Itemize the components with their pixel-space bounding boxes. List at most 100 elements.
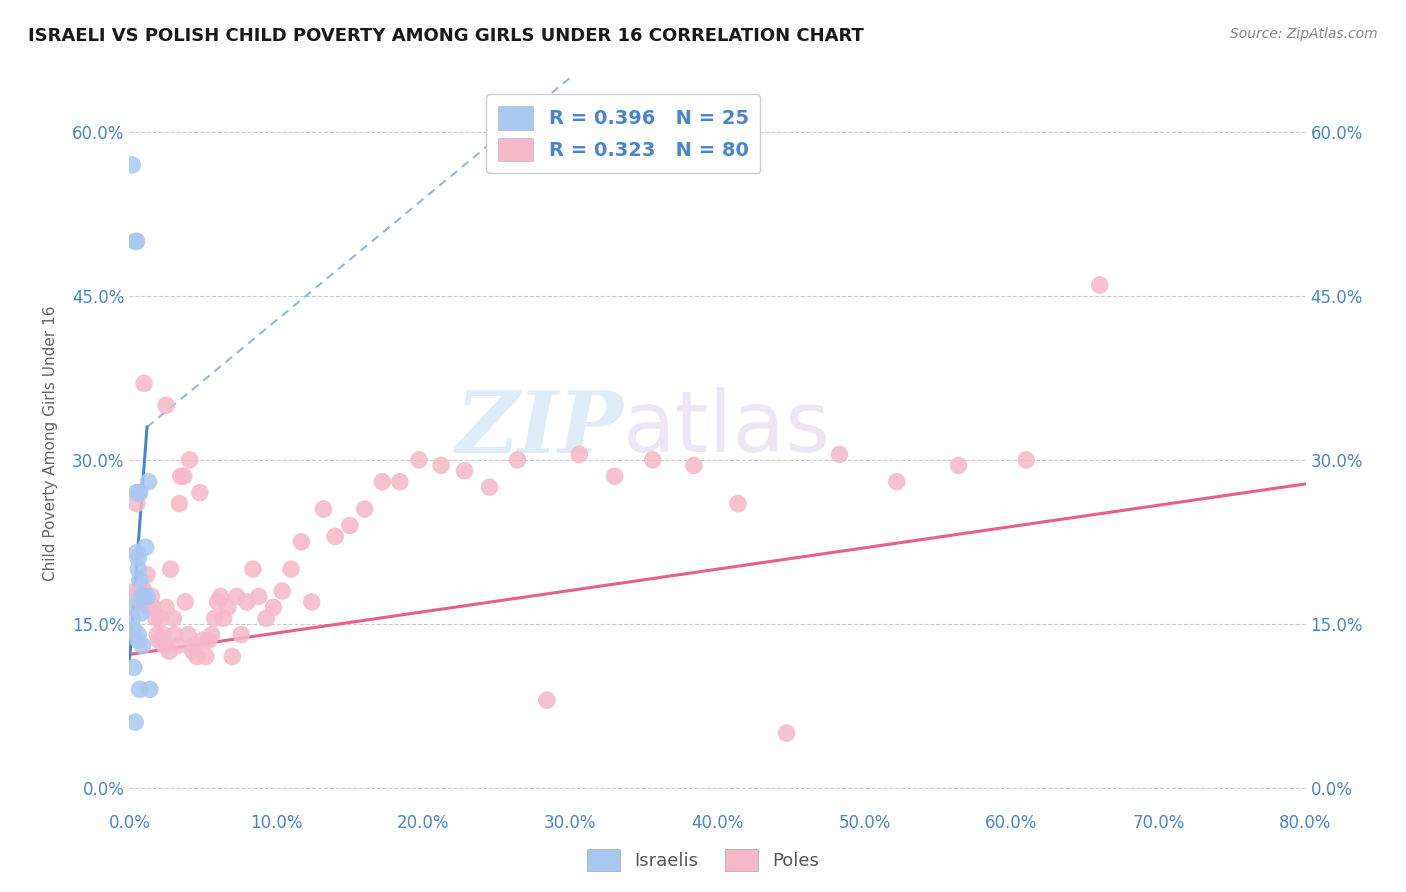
Point — [127, 628, 149, 642]
Point — [194, 649, 217, 664]
Point — [280, 562, 302, 576]
Point — [727, 497, 749, 511]
Point — [131, 595, 153, 609]
Point — [129, 590, 152, 604]
Point — [141, 590, 163, 604]
Point — [430, 458, 453, 473]
Point — [125, 235, 148, 249]
Point — [388, 475, 411, 489]
Point — [221, 649, 243, 664]
Point — [136, 590, 159, 604]
Point — [136, 567, 159, 582]
Point — [186, 649, 208, 664]
Point — [125, 546, 148, 560]
Point — [121, 158, 143, 172]
Point — [225, 590, 247, 604]
Point — [153, 639, 176, 653]
Point — [201, 628, 224, 642]
Point — [323, 529, 346, 543]
Point — [169, 497, 191, 511]
Point — [128, 573, 150, 587]
Legend: R = 0.396   N = 25, R = 0.323   N = 80: R = 0.396 N = 25, R = 0.323 N = 80 — [486, 95, 761, 173]
Point — [212, 611, 235, 625]
Point — [301, 595, 323, 609]
Text: ZIP: ZIP — [456, 387, 623, 471]
Point — [132, 376, 155, 391]
Point — [124, 235, 146, 249]
Point — [127, 633, 149, 648]
Point — [152, 628, 174, 642]
Point — [453, 464, 475, 478]
Point — [148, 633, 170, 648]
Point — [603, 469, 626, 483]
Point — [155, 600, 177, 615]
Point — [128, 682, 150, 697]
Point — [174, 595, 197, 609]
Y-axis label: Child Poverty Among Girls Under 16: Child Poverty Among Girls Under 16 — [44, 306, 58, 582]
Text: atlas: atlas — [623, 387, 831, 470]
Point — [197, 633, 219, 648]
Point — [478, 480, 501, 494]
Point — [128, 485, 150, 500]
Point — [129, 578, 152, 592]
Point — [173, 469, 195, 483]
Point — [162, 611, 184, 625]
Point — [247, 590, 270, 604]
Point — [124, 715, 146, 730]
Point — [145, 611, 167, 625]
Point — [139, 682, 162, 697]
Point — [149, 611, 172, 625]
Point — [181, 644, 204, 658]
Point — [371, 475, 394, 489]
Point — [121, 611, 143, 625]
Point — [127, 551, 149, 566]
Point — [138, 475, 160, 489]
Point — [209, 590, 232, 604]
Point — [828, 447, 851, 461]
Point — [177, 628, 200, 642]
Point — [127, 485, 149, 500]
Point — [683, 458, 706, 473]
Point — [127, 562, 149, 576]
Point — [155, 398, 177, 412]
Point — [188, 485, 211, 500]
Point — [568, 447, 591, 461]
Point — [146, 628, 169, 642]
Point — [290, 534, 312, 549]
Point — [353, 502, 375, 516]
Point — [129, 606, 152, 620]
Point — [948, 458, 970, 473]
Point — [167, 639, 190, 653]
Point — [1015, 453, 1038, 467]
Point — [408, 453, 430, 467]
Point — [170, 469, 193, 483]
Point — [125, 497, 148, 511]
Point — [122, 590, 145, 604]
Point — [262, 600, 284, 615]
Point — [125, 485, 148, 500]
Point — [236, 595, 259, 609]
Point — [312, 502, 335, 516]
Point — [506, 453, 529, 467]
Point — [120, 600, 142, 615]
Point — [157, 644, 180, 658]
Point — [1088, 278, 1111, 293]
Point — [207, 595, 229, 609]
Point — [204, 611, 226, 625]
Point — [128, 590, 150, 604]
Point — [138, 600, 160, 615]
Point — [135, 541, 157, 555]
Point — [183, 639, 205, 653]
Point — [179, 453, 201, 467]
Point — [886, 475, 908, 489]
Point — [229, 628, 252, 642]
Point — [163, 628, 186, 642]
Point — [142, 600, 165, 615]
Point — [536, 693, 558, 707]
Point — [132, 584, 155, 599]
Point — [191, 633, 214, 648]
Point — [775, 726, 797, 740]
Point — [254, 611, 277, 625]
Text: ISRAELI VS POLISH CHILD POVERTY AMONG GIRLS UNDER 16 CORRELATION CHART: ISRAELI VS POLISH CHILD POVERTY AMONG GI… — [28, 27, 865, 45]
Point — [122, 660, 145, 674]
